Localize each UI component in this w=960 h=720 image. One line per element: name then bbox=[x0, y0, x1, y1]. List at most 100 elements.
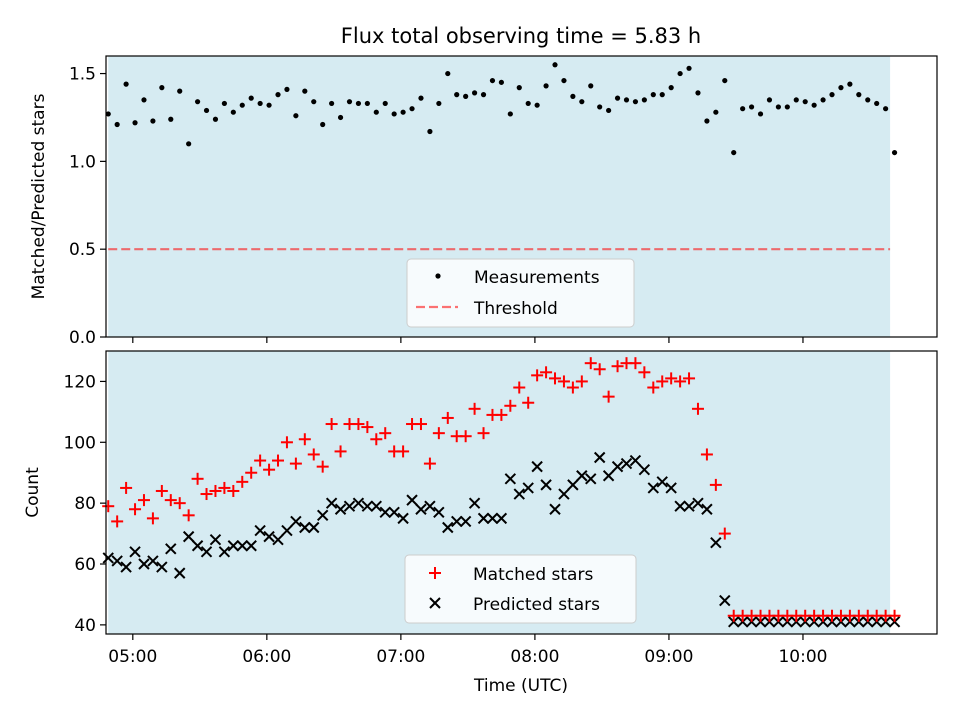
predicted-star-point bbox=[263, 530, 275, 543]
matched-star-point bbox=[227, 484, 240, 497]
predicted-star-point bbox=[299, 521, 311, 534]
measurement-point bbox=[364, 100, 370, 107]
predicted-star-point bbox=[736, 616, 749, 628]
measurement-point bbox=[418, 95, 424, 101]
predicted-star-point bbox=[352, 497, 365, 509]
predicted-star-point bbox=[879, 616, 892, 628]
measurement-point bbox=[784, 104, 790, 110]
x-tick-label: 09:00 bbox=[644, 647, 693, 667]
measurement-point bbox=[454, 92, 460, 98]
count-legend: Matched stars Predicted stars bbox=[404, 554, 637, 624]
matched-star-point bbox=[397, 445, 410, 458]
measurement-point bbox=[623, 97, 630, 103]
predicted-star-point bbox=[808, 616, 820, 628]
predicted-star-point bbox=[522, 482, 534, 494]
measurement-point bbox=[829, 92, 835, 98]
chart-title: Flux total observing time = 5.83 h bbox=[341, 24, 701, 48]
matched-star-point bbox=[691, 402, 704, 415]
measurement-point bbox=[561, 77, 567, 84]
measurement-point bbox=[731, 149, 737, 156]
predicted-star-point bbox=[200, 546, 213, 558]
ratio-y-ticks: 0.0 0.5 1.0 1.5 bbox=[69, 65, 106, 348]
predicted-star-point bbox=[799, 616, 811, 628]
x-axis-label: Time (UTC) bbox=[473, 676, 568, 696]
predicted-star-point bbox=[334, 503, 347, 515]
predicted-star-point bbox=[379, 506, 391, 518]
matched-star-point bbox=[602, 390, 615, 403]
predicted-star-point bbox=[719, 594, 731, 607]
predicted-star-point bbox=[870, 616, 883, 628]
x-tick-label: 08:00 bbox=[510, 647, 559, 667]
count-y-ticks: 40 60 80 100 120 bbox=[64, 372, 106, 636]
matched-star-point bbox=[566, 381, 579, 394]
predicted-star-point bbox=[209, 533, 222, 546]
measurement-point bbox=[704, 118, 710, 124]
matched-star-point bbox=[674, 375, 687, 388]
measurement-point bbox=[516, 85, 522, 91]
measurement-point bbox=[865, 97, 871, 103]
threshold-legend-label: Threshold bbox=[473, 299, 558, 319]
y-tick-label: 0.5 bbox=[69, 240, 96, 260]
predicted-star-point bbox=[415, 503, 427, 515]
predicted-legend-marker bbox=[429, 597, 441, 609]
measurement-point bbox=[579, 99, 585, 105]
measurement-point bbox=[489, 77, 496, 84]
count-axes-frame bbox=[105, 350, 938, 635]
measurement-point bbox=[883, 106, 889, 112]
predicted-star-point bbox=[343, 500, 356, 512]
measurement-point bbox=[891, 149, 898, 156]
measurement-point bbox=[588, 83, 594, 89]
measurement-point bbox=[382, 100, 388, 107]
matched-star-point bbox=[459, 430, 472, 443]
predicted-star-point bbox=[102, 552, 114, 564]
matched-star-point bbox=[191, 472, 204, 485]
matched-star-point bbox=[111, 515, 124, 528]
predicted-star-point bbox=[888, 616, 901, 628]
matched-star-point bbox=[298, 433, 311, 446]
measurement-point bbox=[436, 100, 442, 107]
measurement-point bbox=[856, 92, 862, 98]
matched-star-points bbox=[102, 357, 901, 622]
measurement-point bbox=[329, 100, 335, 107]
matched-star-point bbox=[718, 527, 731, 540]
predicted-star-point bbox=[451, 515, 463, 528]
measurement-point bbox=[302, 88, 308, 94]
matched-star-point bbox=[263, 463, 276, 476]
measurement-point bbox=[400, 109, 406, 115]
predicted-star-point bbox=[316, 509, 329, 522]
count-y-label: Count bbox=[23, 467, 43, 518]
predicted-star-point bbox=[862, 616, 874, 628]
matched-star-point bbox=[468, 402, 481, 415]
y-tick-label: 80 bbox=[74, 494, 96, 514]
measurement-point bbox=[811, 102, 817, 108]
predicted-star-point bbox=[692, 497, 704, 509]
measurement-point bbox=[337, 114, 344, 121]
matched-star-point bbox=[531, 369, 544, 382]
matched-legend-marker bbox=[429, 567, 441, 579]
measurement-point bbox=[311, 99, 317, 105]
measurement-point bbox=[793, 97, 799, 103]
y-tick-label: 120 bbox=[64, 372, 96, 392]
predicted-star-point bbox=[308, 521, 320, 534]
measurement-point bbox=[275, 92, 281, 98]
predicted-star-point bbox=[424, 500, 436, 512]
measurement-point bbox=[534, 102, 540, 108]
matched-star-point bbox=[504, 399, 517, 412]
predicted-star-point bbox=[665, 482, 677, 494]
matched-star-point bbox=[513, 381, 526, 394]
predicted-star-point bbox=[745, 616, 758, 628]
matched-star-point bbox=[325, 418, 338, 431]
measurement-point bbox=[820, 97, 826, 103]
predicted-star-point bbox=[325, 497, 338, 509]
predicted-star-point bbox=[477, 512, 490, 525]
measurement-point bbox=[507, 111, 513, 117]
measurement-point bbox=[650, 92, 656, 98]
measurement-point bbox=[445, 70, 451, 77]
predicted-star-point bbox=[593, 451, 606, 464]
y-tick-label: 0.0 bbox=[69, 328, 96, 348]
predicted-star-point bbox=[638, 463, 651, 476]
predicted-star-point bbox=[611, 460, 624, 473]
measurement-point bbox=[132, 120, 138, 126]
predicted-star-point bbox=[567, 479, 579, 491]
matched-star-point bbox=[575, 375, 588, 388]
